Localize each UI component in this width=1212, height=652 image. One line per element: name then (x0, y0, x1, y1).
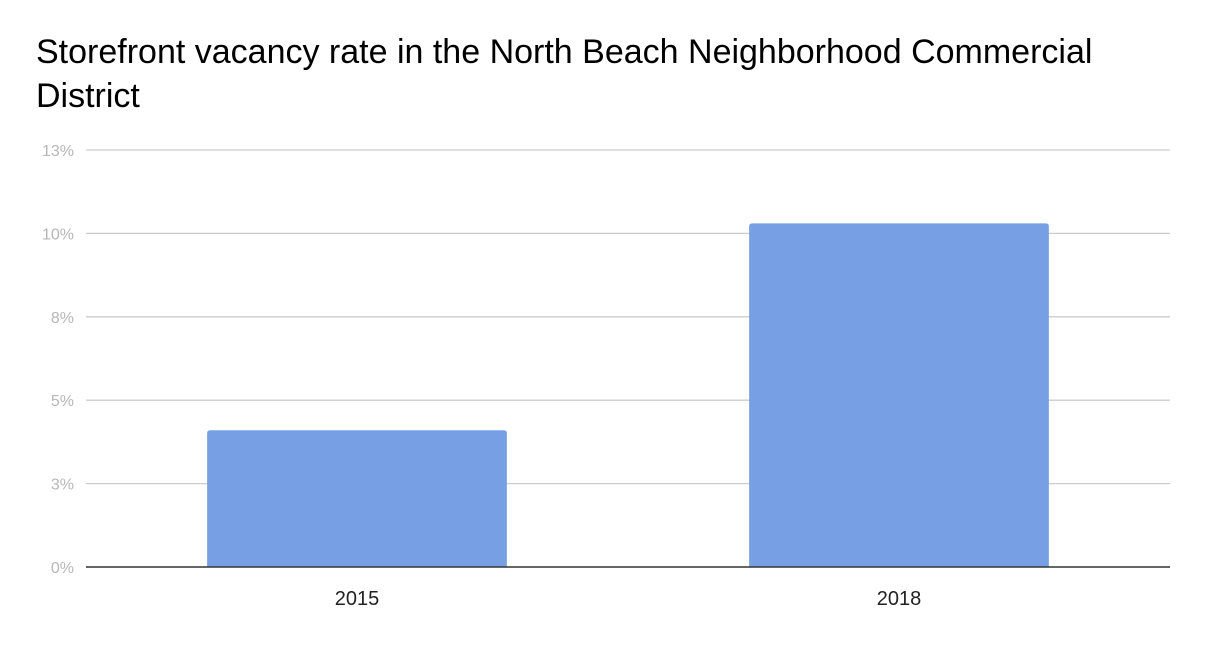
tick-labels: 0% 3% 5% 8% 10% 13% 2015 2018 (42, 143, 921, 610)
bar-2015 (207, 430, 507, 567)
y-tick-label: 13% (42, 143, 74, 160)
bar-2018 (749, 223, 1049, 567)
x-tick-label: 2018 (877, 588, 922, 610)
x-tick-label: 2015 (335, 588, 380, 610)
y-tick-label: 0% (51, 560, 74, 577)
y-tick-label: 5% (51, 393, 74, 410)
y-tick-label: 8% (51, 310, 74, 327)
chart-title: Storefront vacancy rate in the North Bea… (36, 33, 1093, 115)
bars (207, 223, 1049, 567)
y-tick-label: 3% (51, 477, 74, 494)
y-tick-label: 10% (42, 226, 74, 243)
